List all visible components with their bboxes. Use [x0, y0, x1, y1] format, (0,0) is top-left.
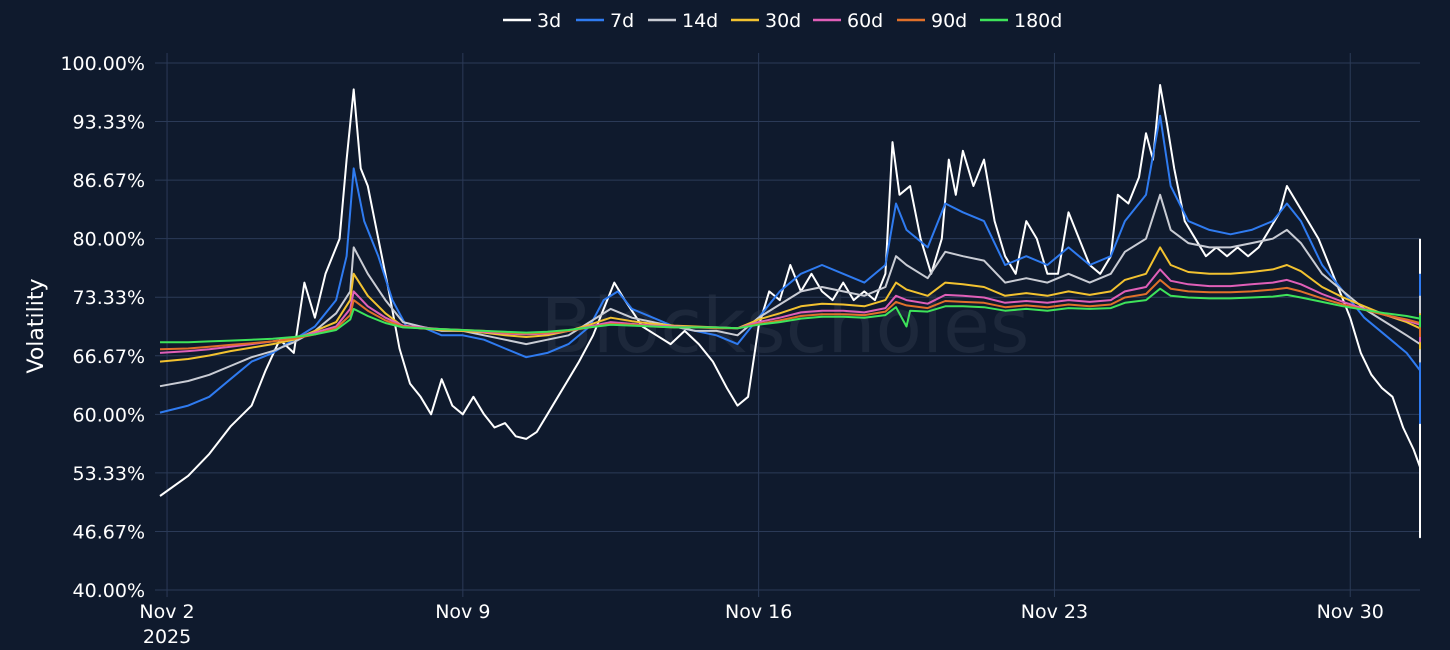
y-tick-label: 100.00% [60, 53, 145, 75]
series-line-60d [159, 268, 1421, 354]
y-axis-label: Volatility [24, 278, 49, 373]
x-tick-label: Nov 30 [1317, 601, 1384, 623]
legend-label-180d: 180d [1014, 10, 1062, 32]
legend-label-90d: 90d [931, 10, 967, 32]
y-tick-label: 66.67% [73, 346, 145, 368]
y-tick-label: 60.00% [73, 404, 145, 426]
legend-label-14d: 14d [682, 10, 718, 32]
legend-label-60d: 60d [847, 10, 883, 32]
x-tick-label: Nov 23 [1021, 601, 1088, 623]
x-axis-ticks: Nov 2 2025 Nov 9 Nov 16 Nov 23 Nov 30 [139, 601, 1383, 648]
y-tick-label: 53.33% [73, 463, 145, 485]
y-axis-ticks: 100.00% 93.33% 86.67% 80.00% 73.33% 66.67% 60.… [60, 53, 145, 602]
legend: 3d 7d 14d 30d 60d 90d 180d [503, 10, 1062, 32]
legend-label-7d: 7d [610, 10, 634, 32]
x-tick-label: Nov 2 [139, 601, 194, 623]
y-tick-label: 93.33% [73, 112, 145, 134]
y-tick-label: 80.00% [73, 229, 145, 251]
legend-label-3d: 3d [537, 10, 561, 32]
y-tick-label: 73.33% [73, 287, 145, 309]
series-line-180d [160, 287, 1421, 344]
series-line-3d [159, 84, 1421, 539]
y-tick-label: 40.00% [73, 580, 145, 602]
x-tick-label: Nov 16 [725, 601, 792, 623]
y-tick-label: 86.67% [73, 170, 145, 192]
x-tick-label: Nov 9 [435, 601, 490, 623]
x-tick-year-label: 2025 [143, 626, 191, 648]
series-line-30d [159, 246, 1421, 363]
y-tick-label: 46.67% [73, 521, 145, 543]
series-lines [159, 84, 1421, 539]
legend-label-30d: 30d [765, 10, 801, 32]
